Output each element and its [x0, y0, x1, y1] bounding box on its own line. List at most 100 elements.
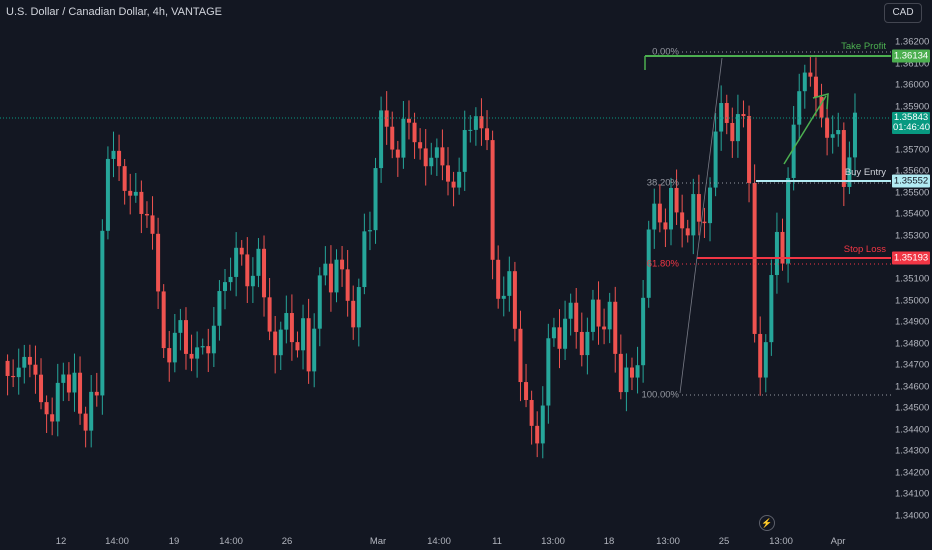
candle-up — [89, 391, 94, 431]
candle-down — [150, 215, 155, 234]
price-tick-label: 1.34900 — [895, 316, 930, 328]
time-tick-label: 18 — [603, 536, 615, 547]
candle-up — [312, 328, 317, 372]
candle-down — [529, 400, 534, 426]
candle-up — [401, 118, 406, 158]
candle-up — [334, 259, 339, 293]
time-tick-label: Mar — [369, 536, 387, 547]
countdown-value: 01:46:40 — [893, 122, 930, 133]
candle-down — [490, 140, 495, 260]
candle-down — [758, 333, 763, 378]
current-price-value: 1.35843 — [893, 112, 929, 123]
price-tick-label: 1.35300 — [895, 230, 930, 242]
candle-up — [462, 130, 467, 172]
time-tick-label: Apr — [830, 536, 846, 547]
candle-down — [289, 313, 294, 343]
price-axis[interactable]: 1.362001.361001.360001.359001.358001.357… — [891, 0, 932, 550]
fib-label-38: 38.20% — [646, 177, 679, 189]
fib-label-61: 61.80% — [646, 258, 679, 270]
candle-up — [356, 287, 361, 328]
candle-down — [557, 327, 562, 349]
candle-down — [440, 147, 445, 166]
candle-down — [629, 367, 634, 378]
price-tick-label: 1.34400 — [895, 424, 930, 436]
candle-down — [44, 402, 49, 415]
annotations-group — [0, 51, 891, 396]
price-tick-label: 1.34700 — [895, 359, 930, 371]
candle-down — [273, 331, 278, 356]
candle-up — [178, 320, 183, 333]
candle-up — [362, 231, 367, 288]
stop-loss-price-tag: 1.35193 — [892, 251, 930, 265]
candle-up — [708, 187, 713, 224]
candle-up — [624, 367, 629, 393]
candle-down — [808, 72, 813, 77]
time-tick-label: 13:00 — [769, 536, 793, 547]
candle-down — [496, 259, 501, 299]
candle-down — [384, 110, 389, 127]
candle-down — [128, 190, 133, 196]
candle-up — [719, 103, 724, 132]
candle-up — [250, 275, 255, 287]
candle-up — [256, 248, 261, 276]
candle-down — [680, 212, 685, 229]
candle-up — [323, 263, 328, 276]
candle-up — [635, 365, 640, 378]
candle-down — [39, 374, 44, 403]
lightning-icon[interactable]: ⚡ — [759, 515, 775, 531]
candle-down — [618, 353, 623, 393]
candle-up — [802, 72, 807, 92]
candle-down — [167, 348, 172, 363]
candle-down — [122, 166, 127, 191]
time-tick-label: 11 — [492, 536, 502, 547]
candle-down — [724, 103, 729, 123]
candle-up — [22, 356, 27, 368]
time-tick-label: 12 — [55, 536, 67, 547]
candle-down — [512, 271, 517, 329]
price-tick-label: 1.35100 — [895, 273, 930, 285]
candle-up — [546, 338, 551, 406]
candle-up — [713, 131, 718, 188]
time-tick-label: 25 — [718, 536, 730, 547]
candle-up — [195, 347, 200, 359]
candle-down — [395, 149, 400, 158]
currency-button[interactable]: CAD — [884, 3, 922, 23]
candle-down — [262, 248, 267, 298]
candle-down — [183, 320, 188, 354]
candle-down — [66, 374, 71, 393]
candle-down — [451, 181, 456, 188]
price-tick-label: 1.34800 — [895, 338, 930, 350]
candle-down — [412, 122, 417, 143]
candle-down — [825, 117, 830, 138]
time-tick-label: 14:00 — [105, 536, 129, 547]
candle-up — [55, 382, 60, 422]
time-tick-label: 13:00 — [541, 536, 565, 547]
candle-up — [301, 318, 306, 351]
fib-trend-line — [679, 57, 723, 394]
arrow-head — [812, 93, 829, 110]
fib-label-0: 0.00% — [652, 46, 679, 58]
candle-down — [418, 142, 423, 149]
candle-up — [669, 187, 673, 230]
candle-up — [200, 346, 205, 348]
candle-down — [485, 128, 490, 141]
candle-down — [663, 222, 668, 230]
candle-down — [189, 353, 194, 359]
candle-down — [613, 301, 618, 354]
candle-up — [278, 329, 283, 356]
candle-up — [735, 114, 740, 142]
candle-down — [78, 372, 83, 414]
candle-down — [819, 97, 824, 118]
price-tick-label: 1.34000 — [895, 510, 930, 522]
candle-down — [406, 118, 411, 123]
time-tick-label: 14:00 — [427, 536, 451, 547]
candle-up — [847, 157, 852, 187]
candle-down — [841, 130, 846, 187]
price-tick-label: 1.35400 — [895, 208, 930, 220]
candle-up — [133, 191, 138, 196]
candle-up — [507, 271, 512, 296]
candle-down — [674, 187, 679, 213]
price-tick-label: 1.34500 — [895, 402, 930, 414]
candle-up — [769, 275, 774, 343]
